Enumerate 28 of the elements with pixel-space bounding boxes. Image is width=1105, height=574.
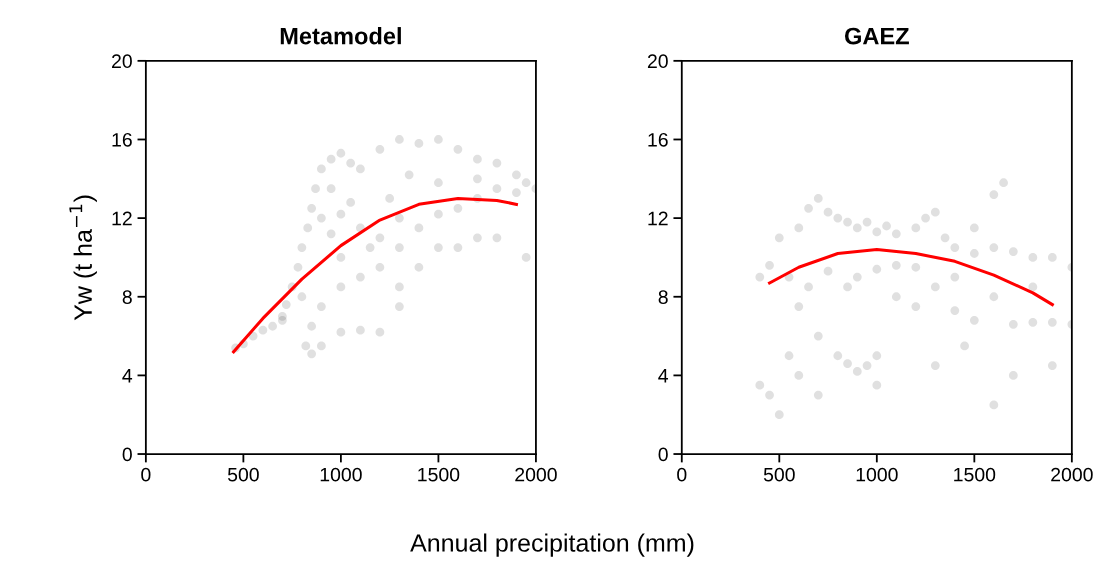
y-tick-label: 12 [112, 211, 132, 226]
chart-title: GAEZ [844, 27, 909, 45]
x-tick-label: 500 [763, 467, 795, 482]
y-axis-title: Yw (t ha$^{−1}$) [69, 195, 97, 321]
x-tick-label: 2000 [1051, 467, 1093, 482]
x-tick-label: 2000 [515, 467, 557, 482]
x-tick-label: 1000 [856, 467, 898, 482]
y-tick-label: 8 [122, 290, 132, 304]
y-tick-label: 8 [658, 290, 668, 304]
x-tick-label: 0 [141, 467, 151, 482]
y-tick-label: 4 [122, 369, 133, 383]
y-tick-label: 16 [648, 132, 668, 147]
x-tick-label: 1500 [954, 467, 996, 482]
y-tick-label: 0 [122, 447, 132, 462]
x-tick-label: 500 [227, 467, 259, 482]
chart-title: Metamodel [280, 27, 401, 45]
y-tick-label: 20 [112, 54, 132, 69]
x-tick-label: 0 [677, 467, 687, 482]
line-series [768, 248, 1054, 307]
y-tick-label: 0 [658, 447, 668, 462]
y-tick-label: 12 [648, 211, 668, 226]
y-tick-label: 20 [647, 54, 668, 69]
y-tick-label: 16 [112, 132, 132, 147]
x-tick-label: 1000 [320, 467, 362, 482]
x-axis-title: Annual precipitation (mm) [410, 533, 694, 557]
line-series [232, 196, 518, 354]
x-tick-label: 1500 [418, 467, 460, 482]
y-tick-label: 4 [658, 369, 669, 383]
